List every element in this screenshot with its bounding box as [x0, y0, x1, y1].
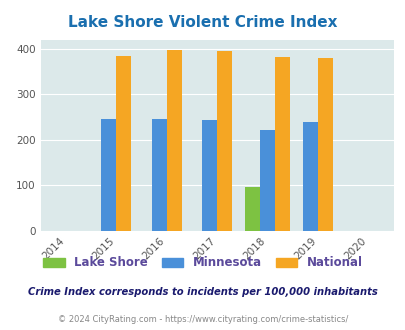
Text: © 2024 CityRating.com - https://www.cityrating.com/crime-statistics/: © 2024 CityRating.com - https://www.city… — [58, 314, 347, 324]
Bar — [151, 119, 166, 231]
Bar — [116, 56, 131, 231]
Bar — [202, 120, 217, 231]
Bar — [302, 122, 318, 231]
Text: Lake Shore Violent Crime Index: Lake Shore Violent Crime Index — [68, 15, 337, 30]
Text: Crime Index corresponds to incidents per 100,000 inhabitants: Crime Index corresponds to incidents per… — [28, 287, 377, 297]
Bar — [217, 51, 232, 231]
Bar — [166, 50, 181, 231]
Legend: Lake Shore, Minnesota, National: Lake Shore, Minnesota, National — [38, 252, 367, 274]
Bar — [275, 57, 290, 231]
Bar — [318, 58, 333, 231]
Bar — [101, 119, 116, 231]
Bar — [260, 130, 275, 231]
Bar — [244, 187, 260, 231]
